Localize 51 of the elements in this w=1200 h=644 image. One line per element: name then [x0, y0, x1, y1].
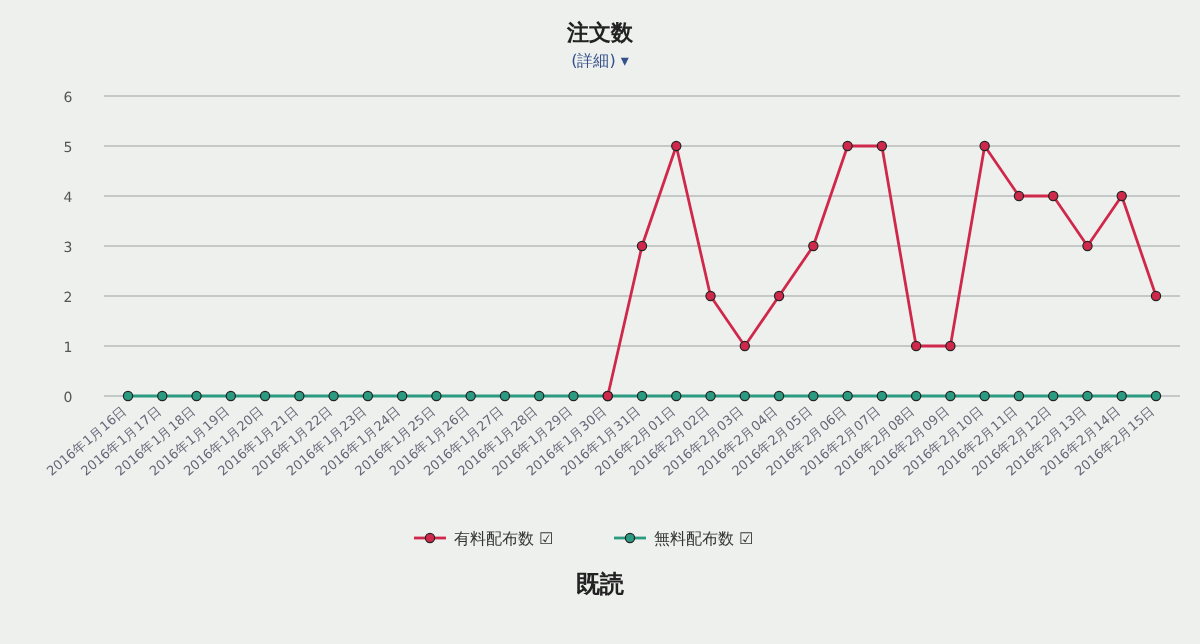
point [945, 390, 956, 402]
point [636, 240, 648, 252]
point [1048, 190, 1059, 202]
point [568, 390, 579, 402]
point [191, 390, 202, 402]
legend-label: 有料配布数 ☑ [454, 530, 554, 548]
point [705, 390, 716, 402]
point [979, 140, 990, 152]
point [431, 390, 442, 402]
point [465, 390, 476, 402]
point [328, 390, 339, 402]
point [842, 140, 853, 152]
point [1116, 190, 1127, 202]
point [1150, 390, 1162, 402]
point [739, 390, 750, 402]
point [1013, 390, 1025, 402]
point [705, 290, 716, 302]
point [499, 390, 511, 402]
point [739, 340, 750, 352]
point [945, 340, 956, 352]
point [876, 140, 888, 152]
chart-title: 注文数 [565, 20, 635, 46]
point [225, 390, 236, 402]
point [1082, 240, 1093, 252]
point [910, 340, 922, 352]
point [1048, 390, 1059, 402]
legend-label: 無料配布数 ☑ [654, 530, 754, 548]
point [808, 390, 819, 402]
point [773, 390, 785, 402]
point [362, 390, 374, 402]
point [1150, 290, 1162, 302]
point [396, 390, 408, 402]
point [773, 290, 785, 302]
point [979, 390, 990, 402]
point [294, 390, 305, 402]
point [259, 390, 271, 402]
point [534, 390, 545, 402]
point [671, 390, 682, 402]
point [636, 390, 648, 402]
point [1082, 390, 1093, 402]
point [671, 140, 682, 152]
point [157, 390, 168, 402]
point [808, 240, 819, 252]
chart-subtitle: (詳細) ▾ [571, 52, 629, 70]
text: 既読 [576, 570, 626, 598]
point [122, 390, 134, 402]
point [910, 390, 922, 402]
point [842, 390, 853, 402]
point [1013, 190, 1025, 202]
point [1116, 390, 1127, 402]
point [876, 390, 888, 402]
